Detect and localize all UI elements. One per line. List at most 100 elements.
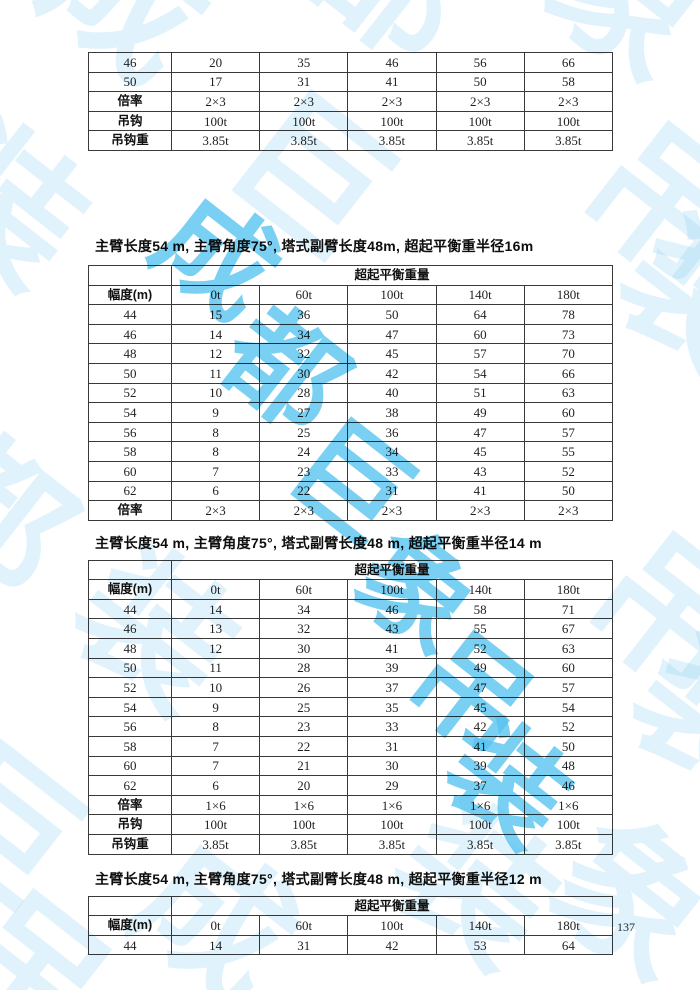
- value-cell: 100t: [347, 110, 437, 132]
- column-header-cell: 140t: [435, 579, 525, 600]
- column-header-cell: 180t: [523, 284, 613, 306]
- page-content: 46 20 35 46 56 66 50 17 31 41 50 58 倍率 2×3 2×3 2×3 2×3 2×…: [88, 0, 613, 956]
- value-cell: 52: [523, 460, 613, 482]
- value-cell: 23: [259, 460, 349, 482]
- value-cell: 3.85t: [170, 130, 261, 151]
- empty-corner-cell: [88, 559, 172, 581]
- value-cell: 100t: [523, 814, 613, 835]
- row-label-cell: 44: [88, 598, 172, 620]
- row-label-cell: 60: [88, 755, 172, 777]
- table-row: 44 14 34 46 58 71: [88, 598, 613, 620]
- value-cell: 60: [523, 402, 613, 423]
- value-cell: 14: [170, 323, 261, 345]
- row-label-cell: 44: [88, 304, 172, 325]
- table-row: 44 14 31 42 53 64: [88, 934, 613, 956]
- row-label-cell: 50: [88, 71, 172, 93]
- value-cell: 3.85t: [170, 834, 261, 855]
- column-header-cell: 0t: [170, 915, 261, 936]
- value-cell: 32: [259, 343, 349, 364]
- table-row: 60 7 21 30 39 48: [88, 755, 613, 777]
- value-cell: 30: [347, 755, 437, 777]
- row-label-cell: 44: [88, 934, 172, 956]
- value-cell: 31: [259, 934, 349, 956]
- value-cell: 25: [259, 696, 349, 718]
- row-label-cell: 62: [88, 480, 172, 502]
- row-label-cell: 吊钩: [88, 110, 172, 132]
- column-header-row: 幅度(m) 0t 60t 100t 140t 180t: [88, 284, 613, 306]
- value-cell: 53: [435, 934, 525, 956]
- value-cell: 8: [170, 421, 261, 443]
- row-label-cell: 58: [88, 441, 172, 462]
- table-row: 54 9 25 35 45 54: [88, 696, 613, 718]
- column-header-cell: 0t: [170, 284, 261, 306]
- value-cell: 48: [523, 755, 613, 777]
- column-header-cell: 60t: [259, 915, 349, 936]
- span-header-row: 超起平衡重量: [88, 559, 613, 581]
- value-cell: 34: [259, 323, 349, 345]
- value-cell: 3.85t: [259, 130, 349, 151]
- value-cell: 11: [170, 362, 261, 384]
- empty-corner-cell: [88, 264, 172, 286]
- value-cell: 3.85t: [523, 834, 613, 855]
- row-label-cell: 52: [88, 677, 172, 698]
- value-cell: 1×6: [523, 794, 613, 816]
- value-cell: 41: [435, 480, 525, 502]
- value-cell: 47: [347, 323, 437, 345]
- value-cell: 14: [170, 934, 261, 956]
- column-header-cell: 180t: [523, 915, 613, 936]
- value-cell: 50: [523, 736, 613, 757]
- value-cell: 45: [435, 696, 525, 718]
- value-cell: 28: [259, 657, 349, 679]
- value-cell: 71: [523, 598, 613, 620]
- value-cell: 24: [259, 441, 349, 462]
- value-cell: 3.85t: [347, 130, 437, 151]
- value-cell: 46: [347, 598, 437, 620]
- value-cell: 41: [347, 638, 437, 659]
- value-cell: 6: [170, 775, 261, 796]
- column-header-cell: 100t: [347, 579, 437, 600]
- value-cell: 45: [347, 343, 437, 364]
- value-cell: 1×6: [435, 794, 525, 816]
- empty-corner-cell: [88, 895, 172, 917]
- value-cell: 40: [347, 382, 437, 404]
- column-header-cell: 0t: [170, 579, 261, 600]
- value-cell: 60: [523, 657, 613, 679]
- value-cell: 49: [435, 402, 525, 423]
- value-cell: 58: [435, 598, 525, 620]
- value-cell: 8: [170, 441, 261, 462]
- table-row: 54 9 27 38 49 60: [88, 402, 613, 423]
- value-cell: 60: [435, 323, 525, 345]
- column-header-cell: 幅度(m): [88, 579, 172, 600]
- value-cell: 49: [435, 657, 525, 679]
- value-cell: 25: [259, 421, 349, 443]
- value-cell: 10: [170, 382, 261, 404]
- value-cell: 30: [259, 362, 349, 384]
- table-row: 44 15 36 50 64 78: [88, 304, 613, 325]
- value-cell: 50: [435, 71, 525, 93]
- value-cell: 43: [347, 618, 437, 640]
- value-cell: 2×3: [170, 500, 261, 521]
- value-cell: 22: [259, 736, 349, 757]
- row-label-cell: 54: [88, 402, 172, 423]
- value-cell: 31: [259, 71, 349, 93]
- row-label-cell: 62: [88, 775, 172, 796]
- table-row: 48 12 30 41 52 63: [88, 638, 613, 659]
- row-label-cell: 50: [88, 657, 172, 679]
- value-cell: 36: [347, 421, 437, 443]
- row-label-cell: 60: [88, 460, 172, 482]
- value-cell: 100t: [170, 110, 261, 132]
- table-row: 52 10 26 37 47 57: [88, 677, 613, 698]
- value-cell: 28: [259, 382, 349, 404]
- value-cell: 2×3: [347, 500, 437, 521]
- value-cell: 34: [259, 598, 349, 620]
- table-row: 吊钩重 3.85t 3.85t 3.85t 3.85t 3.85t: [88, 834, 613, 855]
- row-label-cell: 56: [88, 716, 172, 738]
- row-label-cell: 吊钩: [88, 814, 172, 835]
- value-cell: 10: [170, 677, 261, 698]
- value-cell: 73: [523, 323, 613, 345]
- table-row: 倍率 2×3 2×3 2×3 2×3 2×3: [88, 500, 613, 521]
- row-label-cell: 倍率: [88, 91, 172, 112]
- row-label-cell: 倍率: [88, 794, 172, 816]
- table-span-header: 超起平衡重量: [171, 559, 613, 581]
- value-cell: 57: [523, 677, 613, 698]
